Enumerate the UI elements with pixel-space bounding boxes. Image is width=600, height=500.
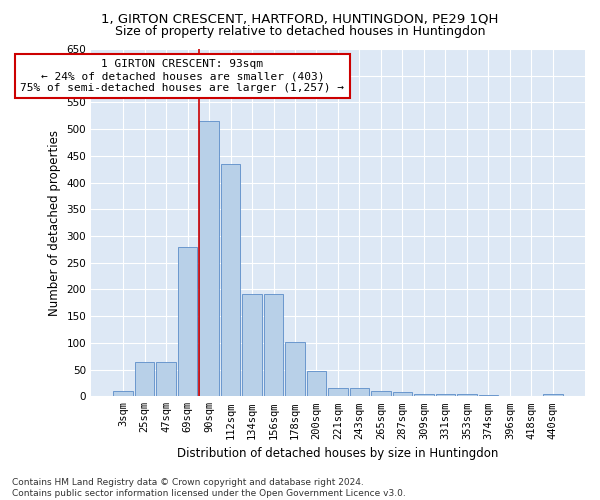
Bar bbox=[479, 394, 498, 396]
Bar bbox=[371, 391, 391, 396]
Bar bbox=[414, 394, 434, 396]
Bar bbox=[242, 294, 262, 397]
Bar bbox=[436, 394, 455, 396]
Bar bbox=[221, 164, 240, 396]
Text: Size of property relative to detached houses in Huntingdon: Size of property relative to detached ho… bbox=[115, 25, 485, 38]
Bar bbox=[264, 294, 283, 397]
Bar bbox=[393, 392, 412, 396]
Bar bbox=[199, 121, 219, 396]
Bar bbox=[307, 371, 326, 396]
Text: 1, GIRTON CRESCENT, HARTFORD, HUNTINGDON, PE29 1QH: 1, GIRTON CRESCENT, HARTFORD, HUNTINGDON… bbox=[101, 12, 499, 26]
Bar bbox=[543, 394, 563, 396]
Bar bbox=[178, 246, 197, 396]
Bar bbox=[457, 394, 476, 396]
Text: 1 GIRTON CRESCENT: 93sqm
← 24% of detached houses are smaller (403)
75% of semi-: 1 GIRTON CRESCENT: 93sqm ← 24% of detach… bbox=[20, 60, 344, 92]
Bar bbox=[350, 388, 369, 396]
Bar bbox=[113, 391, 133, 396]
Bar bbox=[157, 362, 176, 396]
X-axis label: Distribution of detached houses by size in Huntingdon: Distribution of detached houses by size … bbox=[177, 447, 499, 460]
Bar bbox=[135, 362, 154, 396]
Text: Contains HM Land Registry data © Crown copyright and database right 2024.
Contai: Contains HM Land Registry data © Crown c… bbox=[12, 478, 406, 498]
Bar bbox=[286, 342, 305, 396]
Bar bbox=[328, 388, 347, 396]
Y-axis label: Number of detached properties: Number of detached properties bbox=[48, 130, 61, 316]
